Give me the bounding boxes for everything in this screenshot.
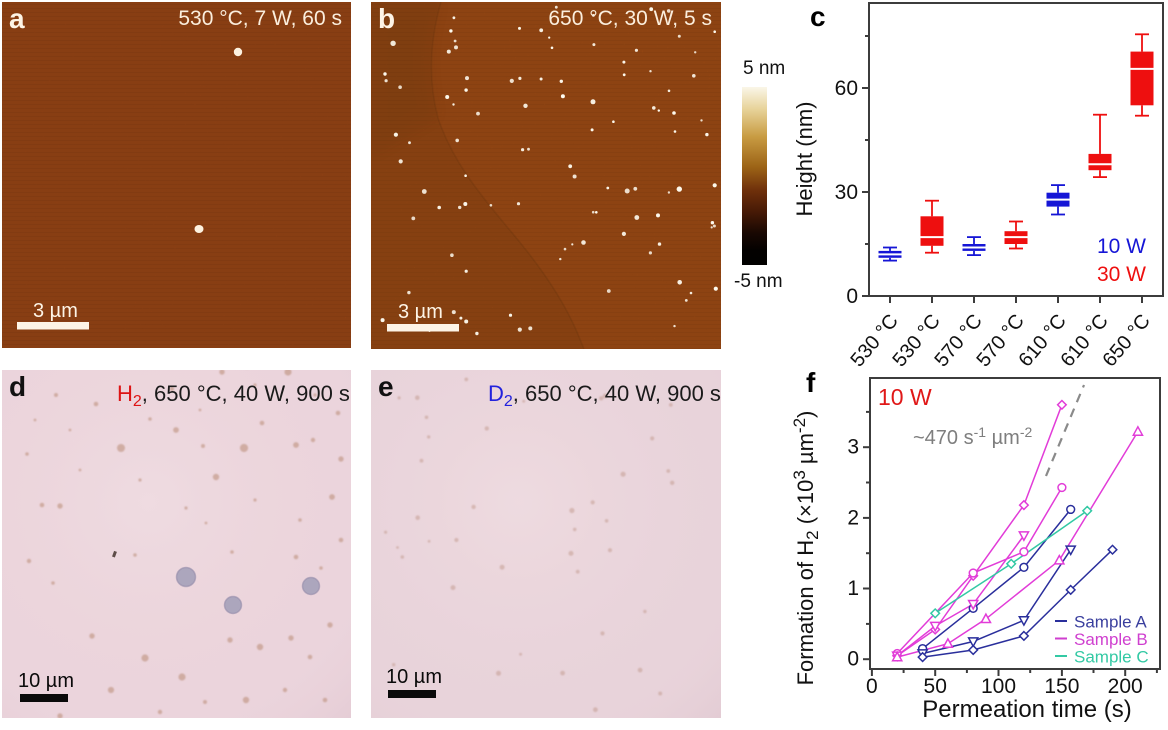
svg-text:0: 0 — [866, 675, 878, 698]
svg-text:~470 s-1 µm-2: ~470 s-1 µm-2 — [913, 424, 1032, 449]
svg-text:f: f — [806, 367, 816, 398]
svg-text:10 µm: 10 µm — [18, 670, 74, 692]
svg-text:100: 100 — [981, 675, 1016, 698]
svg-text:10 W: 10 W — [1097, 235, 1146, 258]
svg-text:10 W: 10 W — [878, 384, 932, 410]
svg-text:3 µm: 3 µm — [398, 301, 443, 323]
svg-text:Sample B: Sample B — [1074, 630, 1148, 649]
svg-text:-5 nm: -5 nm — [734, 271, 783, 292]
svg-text:0: 0 — [846, 285, 858, 308]
svg-text:30: 30 — [835, 181, 858, 204]
svg-text:3: 3 — [847, 436, 859, 459]
svg-text:Height (nm): Height (nm) — [792, 102, 817, 217]
svg-text:D2, 650 °C, 40 W, 900 s: D2, 650 °C, 40 W, 900 s — [488, 381, 721, 410]
svg-text:H2, 650 °C, 40 W, 900 s: H2, 650 °C, 40 W, 900 s — [117, 381, 350, 410]
svg-text:Sample A: Sample A — [1074, 613, 1147, 632]
svg-text:200: 200 — [1108, 675, 1143, 698]
svg-text:3 µm: 3 µm — [33, 300, 78, 322]
svg-text:1: 1 — [847, 577, 859, 600]
svg-text:10 µm: 10 µm — [386, 666, 442, 688]
svg-text:d: d — [9, 371, 26, 402]
svg-text:150: 150 — [1044, 675, 1079, 698]
svg-text:530 °C, 7 W, 60 s: 530 °C, 7 W, 60 s — [178, 7, 342, 30]
svg-text:650 °C, 30 W, 5 s: 650 °C, 30 W, 5 s — [548, 7, 712, 30]
svg-text:0: 0 — [847, 648, 859, 671]
svg-text:a: a — [9, 3, 25, 34]
svg-text:50: 50 — [924, 675, 947, 698]
svg-text:30 W: 30 W — [1097, 263, 1146, 286]
svg-text:5 nm: 5 nm — [743, 58, 785, 79]
svg-text:Formation of H2 (×103 µm-2): Formation of H2 (×103 µm-2) — [790, 411, 822, 686]
svg-text:60: 60 — [835, 77, 858, 100]
svg-text:2: 2 — [847, 506, 859, 529]
svg-text:e: e — [378, 371, 394, 402]
svg-text:b: b — [378, 3, 395, 34]
svg-text:Sample C: Sample C — [1074, 648, 1149, 667]
svg-text:c: c — [810, 1, 826, 32]
svg-text:Permeation time (s): Permeation time (s) — [922, 696, 1131, 723]
